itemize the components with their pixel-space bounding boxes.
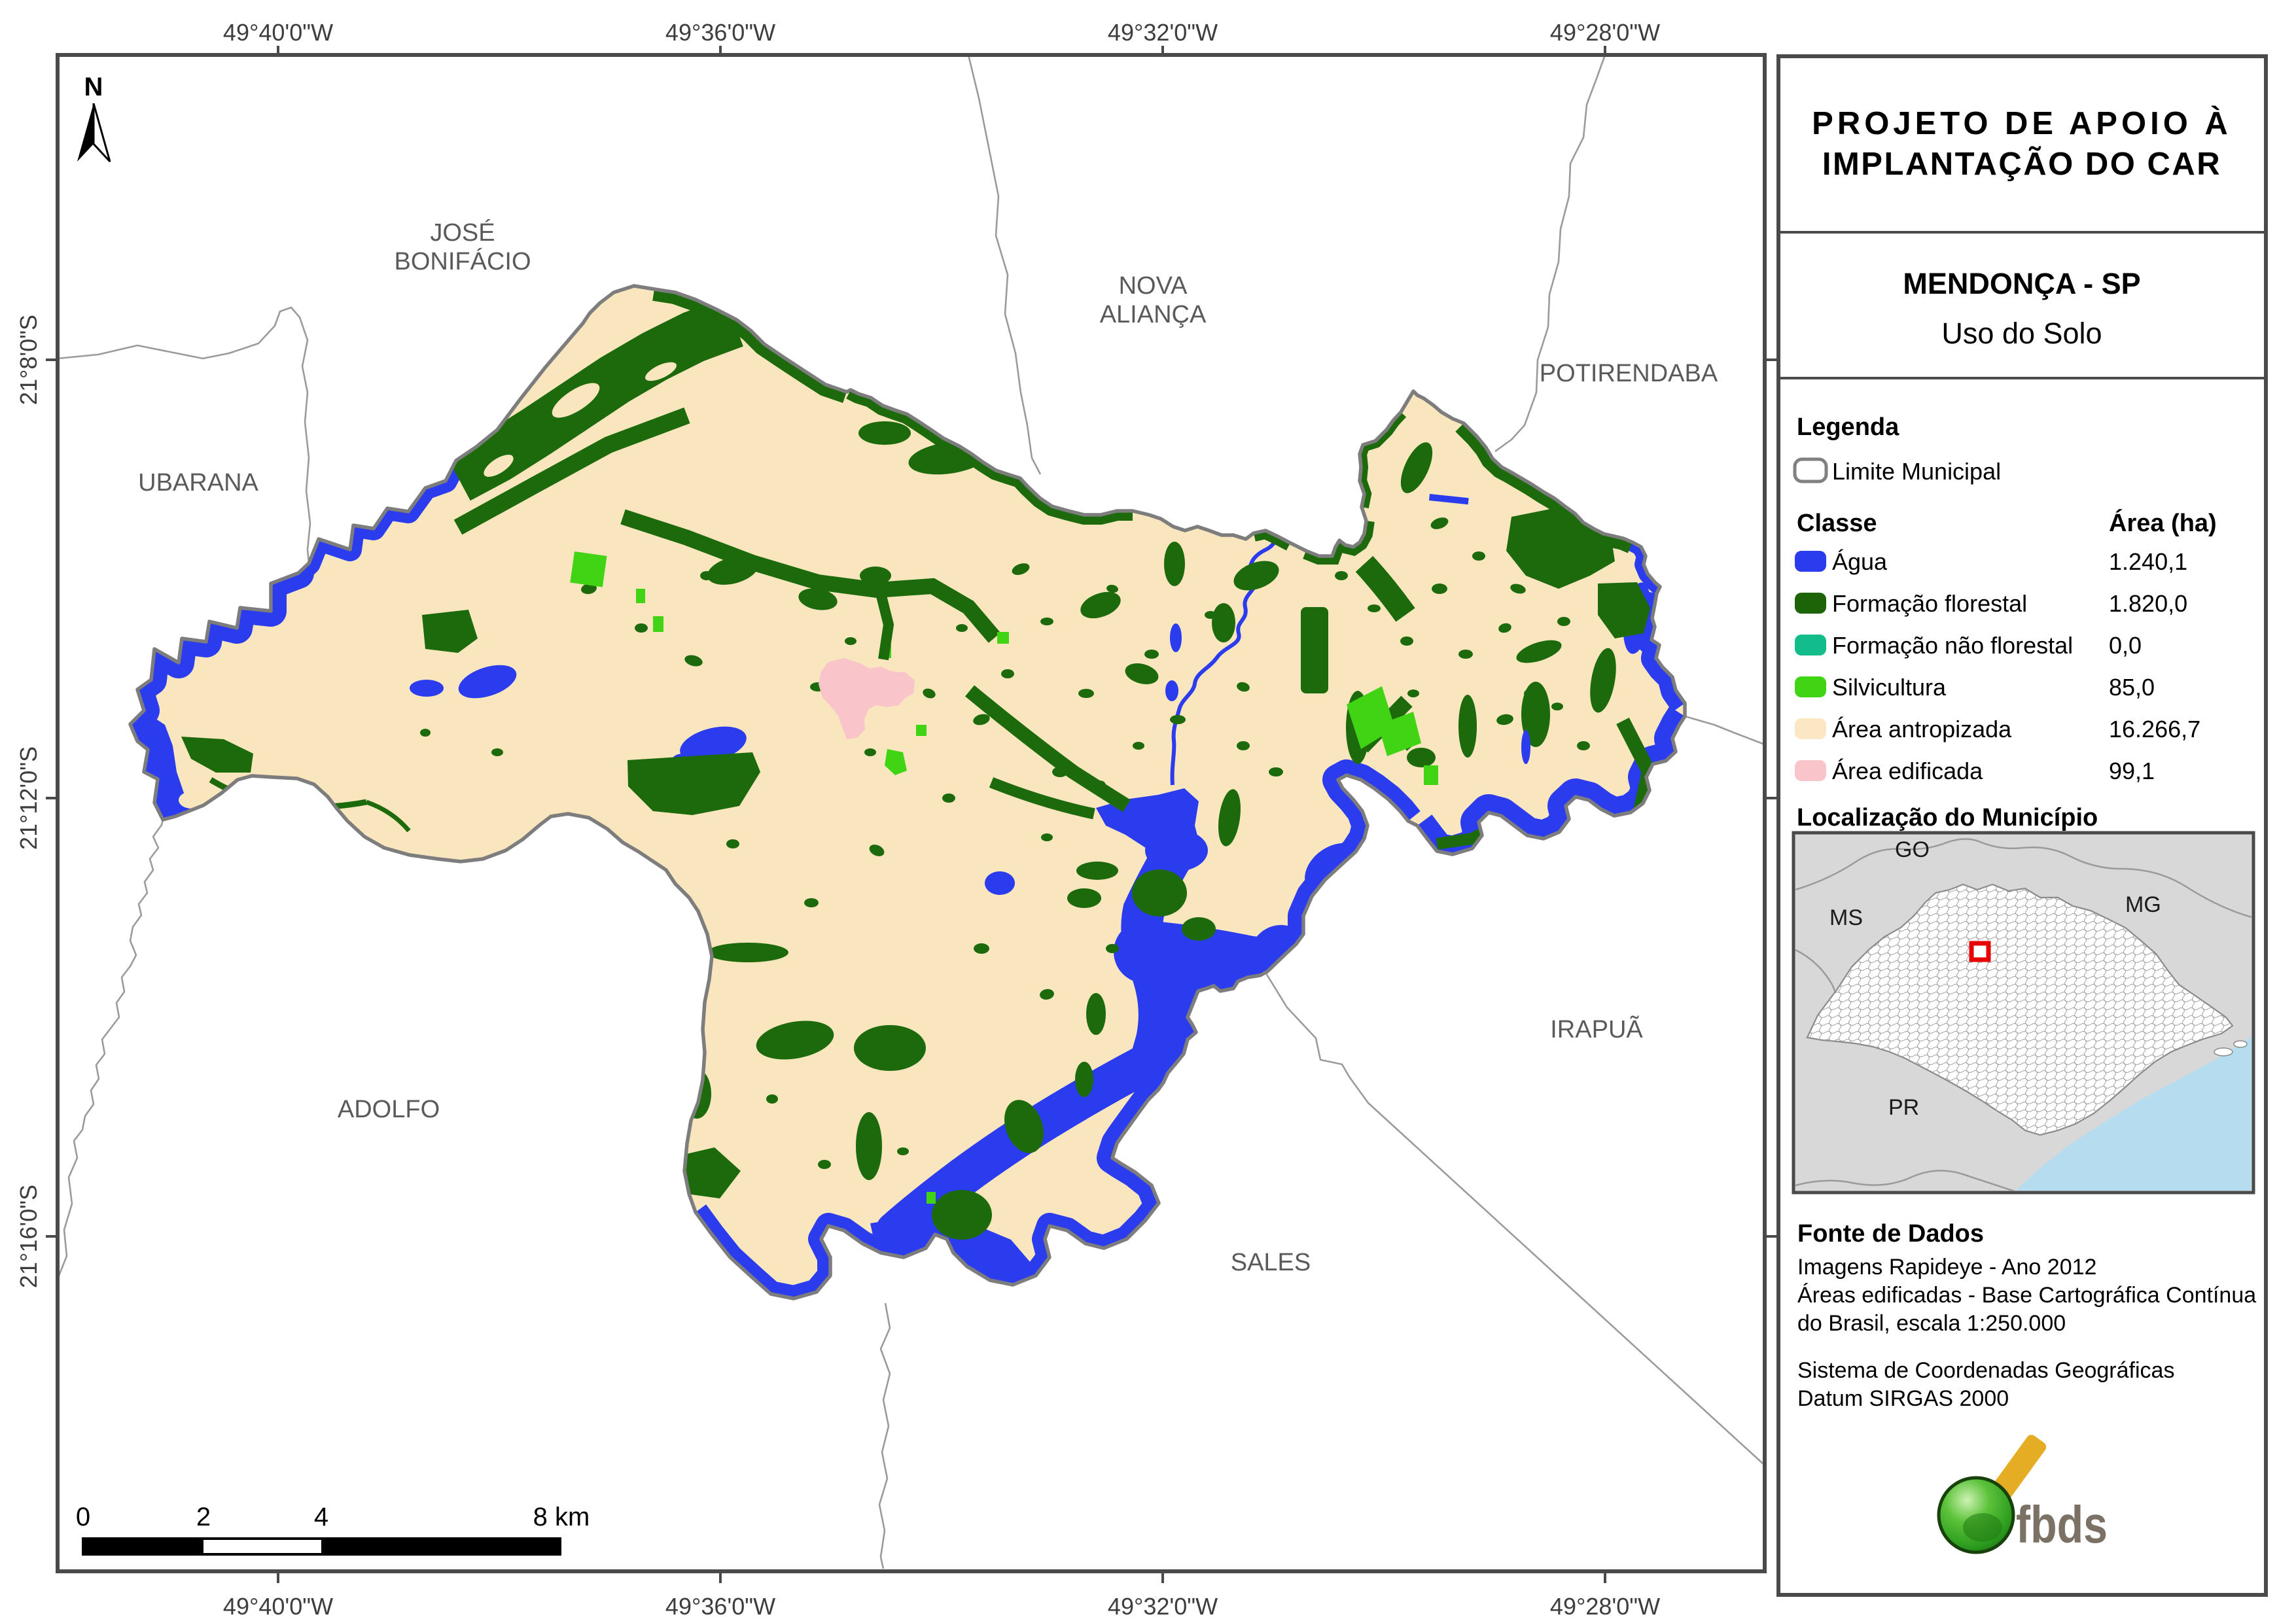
svg-text:IRAPUÃ: IRAPUÃ [1550,1015,1643,1043]
svg-text:Área antropizada: Área antropizada [1832,716,2012,742]
svg-text:49°32'0"W: 49°32'0"W [1108,1593,1218,1620]
svg-text:21°8'0"S: 21°8'0"S [15,315,42,405]
svg-text:Uso do Solo: Uso do Solo [1941,317,2102,350]
svg-text:MG: MG [2125,892,2161,917]
svg-text:21°12'0"S: 21°12'0"S [15,746,42,850]
svg-text:99,1: 99,1 [2109,758,2155,784]
svg-text:0,0: 0,0 [2109,632,2142,659]
svg-text:IMPLANTAÇÃO DO CAR: IMPLANTAÇÃO DO CAR [1822,147,2221,182]
svg-text:2: 2 [196,1503,211,1531]
svg-text:1.240,1: 1.240,1 [2109,548,2187,575]
svg-text:16.266,7: 16.266,7 [2109,716,2200,742]
svg-text:Fonte de Dados: Fonte de Dados [1797,1220,1984,1248]
svg-text:Sistema de Coordenadas Geográf: Sistema de Coordenadas Geográficas [1797,1358,2174,1383]
svg-text:BONIFÁCIO: BONIFÁCIO [394,247,531,275]
svg-text:Imagens Rapideye - Ano 2012: Imagens Rapideye - Ano 2012 [1797,1255,2096,1280]
svg-text:Formação florestal: Formação florestal [1832,590,2027,617]
svg-text:do Brasil, escala 1:250.000: do Brasil, escala 1:250.000 [1797,1311,2066,1336]
svg-text:NOVA: NOVA [1119,272,1188,300]
svg-text:ALIANÇA: ALIANÇA [1100,301,1207,328]
svg-text:Formação não florestal: Formação não florestal [1832,632,2073,659]
svg-text:49°36'0"W: 49°36'0"W [665,19,775,46]
svg-text:1.820,0: 1.820,0 [2109,590,2187,617]
svg-text:21°16'0"S: 21°16'0"S [15,1185,42,1288]
svg-text:MS: MS [1829,905,1863,930]
svg-text:Silvicultura: Silvicultura [1832,674,1947,701]
svg-text:Legenda: Legenda [1797,413,1899,441]
svg-text:49°36'0"W: 49°36'0"W [665,1593,775,1620]
svg-text:Área (ha): Área (ha) [2109,508,2217,537]
svg-text:49°40'0"W: 49°40'0"W [223,1593,333,1620]
svg-text:49°28'0"W: 49°28'0"W [1550,1593,1660,1620]
svg-text:UBARANA: UBARANA [138,469,258,497]
svg-text:85,0: 85,0 [2109,674,2155,701]
svg-text:JOSÉ: JOSÉ [430,218,495,247]
svg-text:Áreas edificadas - Base Cartog: Áreas edificadas - Base Cartográfica Con… [1797,1283,2256,1308]
svg-text:N: N [84,73,103,101]
svg-text:0: 0 [76,1503,90,1531]
svg-text:8 km: 8 km [533,1503,590,1531]
svg-text:MENDONÇA - SP: MENDONÇA - SP [1903,267,2140,300]
svg-text:Limite Municipal: Limite Municipal [1832,458,2001,485]
svg-text:PROJETO DE APOIO À: PROJETO DE APOIO À [1812,106,2232,141]
svg-text:Datum SIRGAS 2000: Datum SIRGAS 2000 [1797,1386,2009,1411]
svg-text:49°32'0"W: 49°32'0"W [1108,19,1218,46]
svg-text:Classe: Classe [1797,510,1877,537]
svg-text:PR: PR [1888,1095,1919,1120]
svg-text:Localização do Município: Localização do Município [1797,804,2098,831]
svg-text:ADOLFO: ADOLFO [338,1096,440,1123]
svg-text:fbds: fbds [2016,1495,2108,1554]
svg-text:49°28'0"W: 49°28'0"W [1550,19,1660,46]
svg-text:GO: GO [1895,837,1930,862]
svg-text:49°40'0"W: 49°40'0"W [223,19,333,46]
svg-text:POTIRENDABA: POTIRENDABA [1540,360,1718,387]
svg-text:Água: Água [1832,548,1888,575]
svg-text:Área edificada: Área edificada [1832,758,1983,784]
svg-text:4: 4 [314,1503,328,1531]
svg-text:SALES: SALES [1231,1249,1311,1276]
